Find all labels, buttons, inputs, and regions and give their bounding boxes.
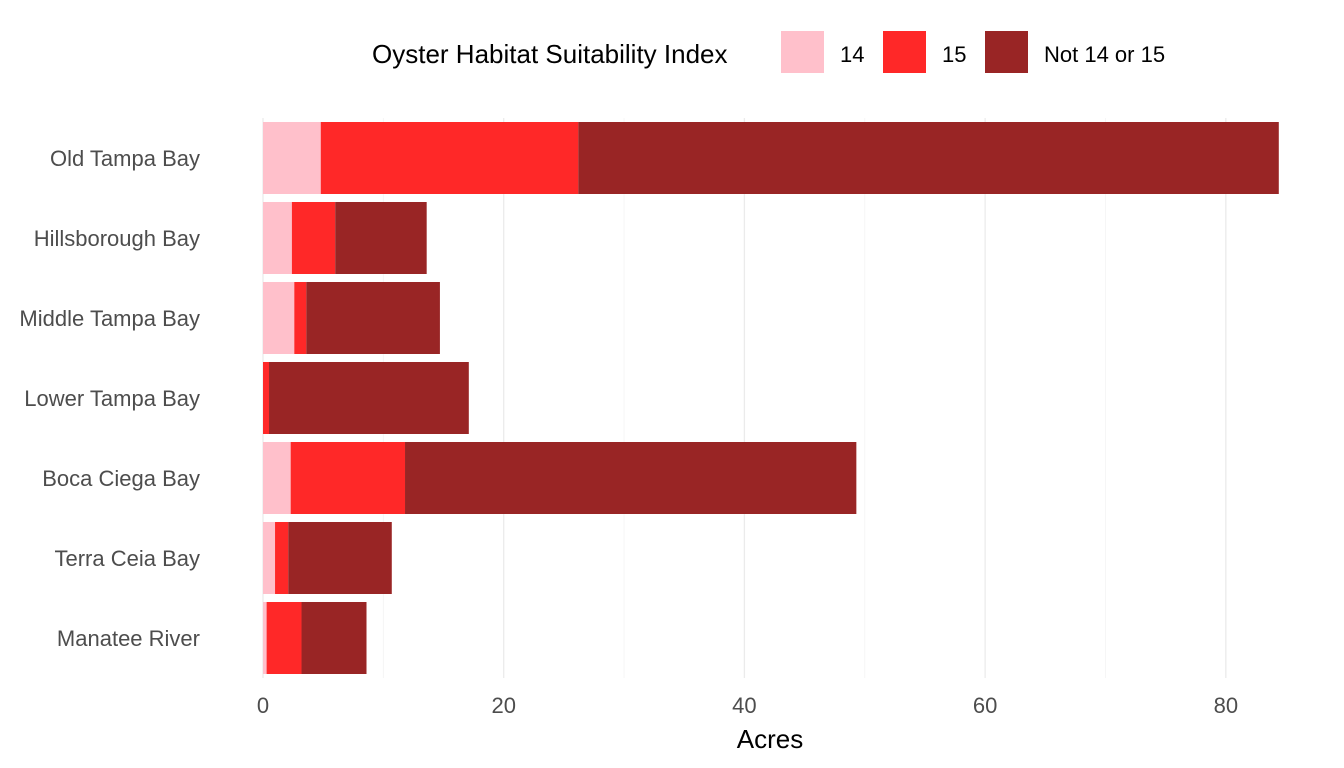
y-tick-label: Hillsborough Bay <box>34 226 200 251</box>
x-tick-label: 60 <box>973 693 997 718</box>
bar-segment <box>263 362 270 434</box>
bar-segment <box>288 522 392 594</box>
legend: Oyster Habitat Suitability Index 14 15 Not… <box>372 31 1165 73</box>
bar-segment <box>269 362 469 434</box>
legend-title: Oyster Habitat Suitability Index <box>372 39 728 69</box>
bar-segment <box>290 442 406 514</box>
bar-segment <box>291 202 336 274</box>
y-tick-label: Old Tampa Bay <box>50 146 200 171</box>
bar-segment <box>578 122 1279 194</box>
bar-segment <box>263 282 295 354</box>
x-tick-label: 40 <box>732 693 756 718</box>
bar-segment <box>294 282 307 354</box>
legend-items: 14 15 Not 14 or 15 <box>781 31 1165 73</box>
legend-label: 14 <box>840 42 864 67</box>
bar-segment <box>301 602 367 674</box>
bar-segment <box>320 122 579 194</box>
legend-key <box>781 31 824 73</box>
bar-segment <box>263 522 276 594</box>
y-tick-label: Terra Ceia Bay <box>54 546 200 571</box>
bar-segment <box>405 442 857 514</box>
x-tick-label: 20 <box>491 693 515 718</box>
x-axis-labels: 0 20 40 60 80 <box>257 693 1238 718</box>
legend-key <box>985 31 1028 73</box>
bar-segment <box>263 122 321 194</box>
bar-segment <box>263 602 267 674</box>
legend-label: Not 14 or 15 <box>1044 42 1165 67</box>
y-tick-label: Boca Ciega Bay <box>42 466 200 491</box>
bar-segment <box>263 202 292 274</box>
bar-segment <box>275 522 289 594</box>
y-tick-label: Lower Tampa Bay <box>24 386 200 411</box>
legend-label: 15 <box>942 42 966 67</box>
legend-key <box>883 31 926 73</box>
y-axis-labels: Old Tampa Bay Hillsborough Bay Middle Tamp… <box>19 146 200 651</box>
bar-segment <box>306 282 440 354</box>
bar-segment <box>335 202 427 274</box>
x-tick-label: 0 <box>257 693 269 718</box>
bar-segment <box>263 442 291 514</box>
x-tick-label: 80 <box>1214 693 1238 718</box>
y-tick-label: Middle Tampa Bay <box>19 306 200 331</box>
y-tick-label: Manatee River <box>57 626 200 651</box>
bar-segment <box>266 602 302 674</box>
bars <box>263 122 1279 674</box>
x-axis-title: Acres <box>737 724 803 754</box>
